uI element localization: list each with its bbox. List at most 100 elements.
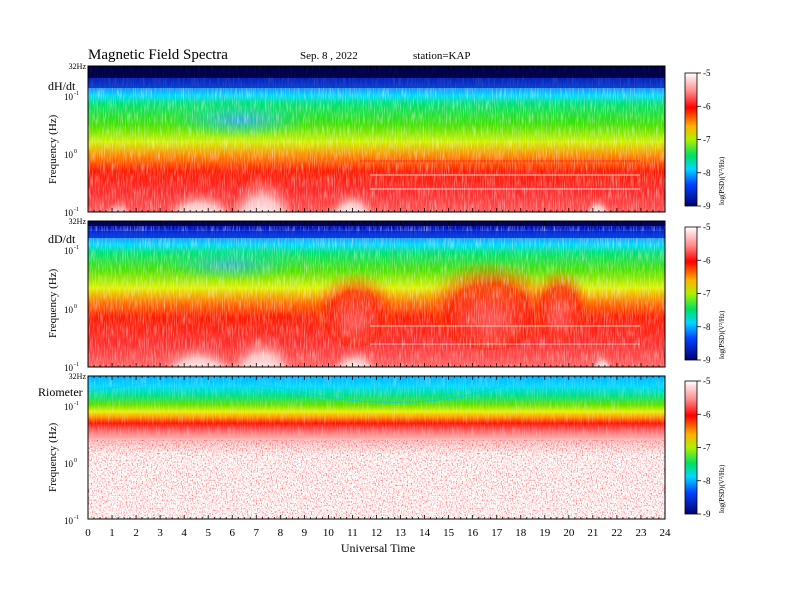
svg-text:-1: -1 (74, 245, 79, 251)
ylabel-dd: Frequency (Hz) (47, 268, 59, 338)
svg-text:10: 10 (64, 208, 74, 218)
x-tick-label-18: 18 (515, 527, 527, 539)
ytick-dd-mid: 10 0 (64, 304, 77, 315)
colorbar-tick-label: -6 (703, 255, 711, 265)
x-tick-label-4: 4 (181, 527, 187, 539)
svg-text:10: 10 (64, 92, 74, 102)
colorbar-tick-label: -5 (703, 222, 711, 232)
colorbar-tick-label: -7 (703, 443, 711, 453)
colorbar-tick-label: -5 (703, 68, 711, 78)
colorbar-rio-scale (684, 380, 698, 515)
colorbar-tick-label: -5 (703, 376, 711, 386)
svg-text:-1: -1 (74, 207, 79, 213)
colorbar-tick-label: -6 (703, 409, 711, 419)
svg-text:-1: -1 (74, 362, 79, 368)
sweep-curve-riometer (88, 376, 665, 403)
red-speckle-riometer (88, 440, 665, 519)
colorbar-dh-label: log(PSD)(V²/Hz) (718, 156, 726, 205)
xticks-top-dh (87, 66, 666, 212)
ytick-dd-top: 10 -1 (64, 245, 79, 256)
x-axis-tick-labels: 0 1 2 3 4 5 6 7 8 9 10 11 12 13 14 15 16 17 18 19 20 21 22 23 24 (85, 527, 671, 539)
grain-riometer (88, 376, 665, 436)
svg-text:10: 10 (64, 402, 74, 412)
x-tick-label-22: 22 (611, 527, 622, 539)
x-tick-label-8: 8 (278, 527, 284, 539)
panel-dd-dt: 32Hz dD/dt Frequency (Hz) 10 -1 10 0 10 … (47, 217, 666, 373)
x-tick-label-5: 5 (205, 527, 211, 539)
svg-text:0: 0 (74, 304, 77, 310)
ytick-dh-top: 10 -1 (64, 91, 79, 102)
top-freq-label-dh: 32Hz (69, 62, 87, 71)
colorbar-dh: -5 -6 -7 -8 -9 log(PSD)(V²/Hz) (684, 68, 726, 211)
colorbar-tick-label: -7 (703, 289, 711, 299)
station-label: station=KAP (413, 50, 471, 62)
x-tick-label-17: 17 (491, 527, 503, 539)
x-tick-label-20: 20 (563, 527, 575, 539)
grain-dd (88, 221, 665, 367)
dark-blue-band-dh (88, 78, 665, 88)
colorbar-tick-label: -6 (703, 101, 711, 111)
colorbar-tick-label: -9 (703, 509, 711, 519)
x-tick-label-13: 13 (395, 527, 407, 539)
colorbar-tick-label: -8 (703, 168, 711, 178)
x-tick-label-2: 2 (133, 527, 139, 539)
x-tick-label-23: 23 (635, 527, 647, 539)
x-tick-label-10: 10 (323, 527, 335, 539)
svg-text:-1: -1 (74, 91, 79, 97)
colorbar-tick-label: -7 (703, 135, 711, 145)
ylabel-dh: Frequency (Hz) (47, 114, 59, 184)
svg-text:10: 10 (64, 246, 74, 256)
svg-text:10: 10 (64, 150, 74, 160)
x-tick-label-9: 9 (302, 527, 308, 539)
svg-text:-1: -1 (74, 401, 79, 407)
svg-text:10: 10 (64, 516, 74, 526)
x-tick-label-15: 15 (443, 527, 455, 539)
x-tick-label-1: 1 (109, 527, 115, 539)
ylabel-rio: Frequency (Hz) (47, 422, 59, 492)
top-freq-label-rio: 32Hz (69, 372, 87, 381)
ytick-dh-bot: 10 -1 (64, 207, 79, 218)
colorbar-dh-scale (684, 72, 698, 207)
colorbar-dd-label: log(PSD)(V²/Hz) (718, 310, 726, 359)
colorbar-tick-label: -9 (703, 355, 711, 365)
x-tick-label-7: 7 (254, 527, 260, 539)
x-axis-label: Universal Time (341, 541, 415, 555)
blue-band-dd (88, 231, 665, 238)
ytick-rio-bot: 10 -1 (64, 515, 79, 526)
date-label: Sep. 8 , 2022 (300, 50, 358, 62)
panel-label-dd: dD/dt (48, 232, 76, 246)
svg-text:-1: -1 (74, 515, 79, 521)
grain-dh (88, 66, 665, 212)
x-tick-label-21: 21 (587, 527, 598, 539)
x-tick-label-11: 11 (347, 527, 358, 539)
colorbar-tick-label: -8 (703, 322, 711, 332)
svg-text:10: 10 (64, 363, 74, 373)
ytick-dh-mid: 10 0 (64, 149, 77, 160)
ytick-rio-mid: 10 0 (64, 458, 77, 469)
x-tick-label-6: 6 (230, 527, 236, 539)
x-tick-label-12: 12 (371, 527, 382, 539)
panel-label-dh: dH/dt (48, 79, 76, 93)
svg-text:0: 0 (74, 149, 77, 155)
colorbar-rio-label: log(PSD)(V²/Hz) (718, 464, 726, 513)
x-tick-label-24: 24 (660, 527, 672, 539)
ytick-dd-bot: 10 -1 (64, 362, 79, 373)
figure-title: Magnetic Field Spectra (88, 47, 228, 63)
panel-dh-dt: 32Hz dH/dt Frequency (Hz) 10 -1 10 0 10 … (47, 62, 666, 218)
x-tick-label-3: 3 (157, 527, 163, 539)
colorbar-rio: -5 -6 -7 -8 -9 log(PSD)(V²/Hz) (684, 376, 726, 519)
ytick-rio-top: 10 -1 (64, 401, 79, 412)
svg-text:10: 10 (64, 305, 74, 315)
x-tick-label-19: 19 (539, 527, 551, 539)
x-tick-label-14: 14 (419, 527, 431, 539)
colorbar-tick-label: -8 (703, 476, 711, 486)
x-tick-label-0: 0 (85, 527, 91, 539)
svg-text:0: 0 (74, 458, 77, 464)
svg-text:10: 10 (64, 459, 74, 469)
xticks-top-rio (87, 376, 666, 519)
panel-riometer: 32Hz Riometer Frequency (Hz) 10 -1 10 0 … (38, 372, 666, 526)
colorbar-tick-label: -9 (703, 201, 711, 211)
x-tick-label-16: 16 (467, 527, 479, 539)
colorbar-dd: -5 -6 -7 -8 -9 log(PSD)(V²/Hz) (684, 222, 726, 365)
